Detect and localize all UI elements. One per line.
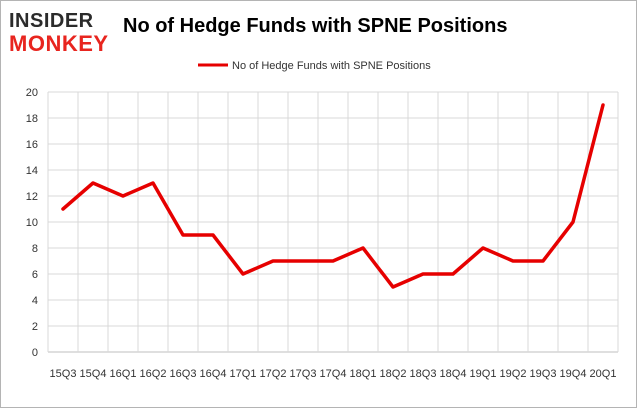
- x-tick-label: 17Q3: [290, 368, 317, 380]
- data-point: [601, 103, 605, 107]
- x-tick-label: 19Q2: [500, 368, 527, 380]
- x-tick-label: 18Q3: [410, 368, 437, 380]
- legend: No of Hedge Funds with SPNE Positions: [198, 60, 431, 72]
- data-point: [151, 181, 155, 185]
- data-point: [331, 259, 335, 263]
- x-tick-label: 16Q1: [110, 368, 137, 380]
- y-tick-label: 16: [26, 139, 38, 151]
- x-tick-label: 16Q2: [140, 368, 167, 380]
- y-tick-label: 2: [32, 321, 38, 333]
- data-point: [61, 207, 65, 211]
- x-tick-label: 17Q2: [260, 368, 287, 380]
- y-tick-label: 4: [32, 295, 38, 307]
- x-tick-label: 16Q3: [170, 368, 197, 380]
- data-point: [91, 181, 95, 185]
- y-tick-label: 20: [26, 87, 38, 99]
- x-tick-label: 15Q4: [80, 368, 107, 380]
- x-tick-label: 18Q4: [440, 368, 467, 380]
- logo-line-2: MONKEY: [9, 31, 109, 56]
- y-tick-label: 12: [26, 191, 38, 203]
- x-axis: 15Q3 15Q4 16Q1 16Q2 16Q3 16Q4 17Q1 17Q2 17Q3 17Q4…: [50, 368, 617, 380]
- x-tick-label: 17Q4: [320, 368, 347, 380]
- data-point: [361, 246, 365, 250]
- y-tick-label: 18: [26, 113, 38, 125]
- y-tick-label: 14: [26, 165, 38, 177]
- x-tick-label: 17Q1: [230, 368, 257, 380]
- data-point: [421, 272, 425, 276]
- legend-label: No of Hedge Funds with SPNE Positions: [232, 60, 431, 72]
- series-layer: [61, 103, 605, 289]
- data-point: [391, 285, 395, 289]
- data-point: [271, 259, 275, 263]
- data-point: [121, 194, 125, 198]
- y-tick-label: 0: [32, 347, 38, 359]
- y-tick-label: 6: [32, 269, 38, 281]
- x-tick-label: 18Q1: [350, 368, 377, 380]
- y-tick-label: 10: [26, 217, 38, 229]
- chart-title: No of Hedge Funds with SPNE Positions: [123, 15, 508, 37]
- insider-monkey-logo: INSIDER MONKEY: [9, 10, 109, 56]
- x-tick-label: 19Q4: [560, 368, 587, 380]
- x-tick-label: 19Q3: [530, 368, 557, 380]
- logo-line-1: INSIDER: [9, 10, 94, 32]
- x-tick-label: 20Q1: [590, 368, 617, 380]
- data-point: [481, 246, 485, 250]
- y-axis: 0 2 4 6 8 10 12 14 16 18 20: [26, 87, 38, 359]
- x-tick-label: 16Q4: [200, 368, 227, 380]
- data-point: [181, 233, 185, 237]
- y-tick-label: 8: [32, 243, 38, 255]
- data-point: [301, 259, 305, 263]
- gridlines: [47, 91, 619, 353]
- data-point: [571, 220, 575, 224]
- x-tick-label: 19Q1: [470, 368, 497, 380]
- x-tick-label: 15Q3: [50, 368, 77, 380]
- data-point: [541, 259, 545, 263]
- data-point: [211, 233, 215, 237]
- data-point: [511, 259, 515, 263]
- data-point: [241, 272, 245, 276]
- x-tick-label: 18Q2: [380, 368, 407, 380]
- data-point: [451, 272, 455, 276]
